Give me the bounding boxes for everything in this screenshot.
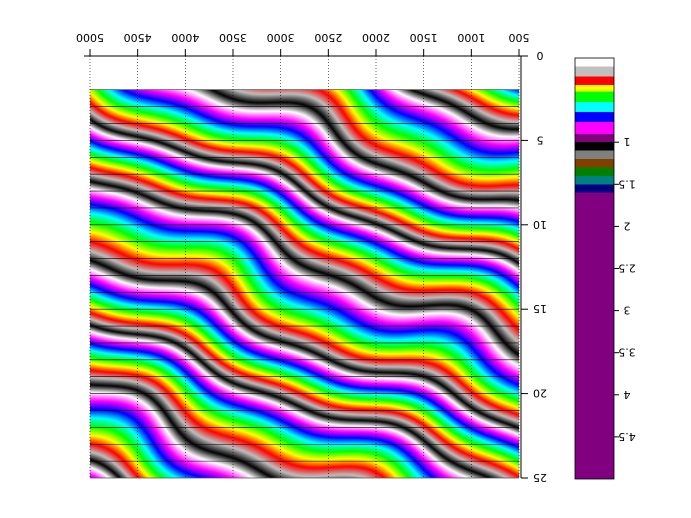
colorbar-segment bbox=[575, 101, 614, 112]
colorbar-tick-label: 3.5 bbox=[618, 346, 636, 359]
x-tick-label: 4500 bbox=[124, 31, 152, 44]
x-tick-label: 1500 bbox=[410, 31, 438, 44]
colorbar-segment bbox=[575, 66, 614, 77]
x-tick-label: 3000 bbox=[267, 31, 295, 44]
y-tick-label: 15 bbox=[533, 302, 547, 315]
grid bbox=[89, 56, 520, 479]
colorbar-segment bbox=[575, 84, 614, 92]
colorbar-segment bbox=[575, 175, 614, 185]
y-tick-label: 10 bbox=[533, 218, 547, 231]
x-tick-label: 5000 bbox=[76, 31, 104, 44]
x-tick-label: 3500 bbox=[219, 31, 247, 44]
colorbar-ticks: 1 1.5 2 2.5 3 3.5 4 4.5 bbox=[614, 135, 636, 443]
colorbar-tick-label: 4.5 bbox=[618, 430, 636, 443]
y-ticks: 0 5 10 15 20 25 bbox=[521, 49, 547, 484]
colorbar-segment bbox=[575, 142, 614, 151]
x-tick-label: 1000 bbox=[457, 31, 485, 44]
axes bbox=[84, 55, 522, 478]
colorbar bbox=[574, 57, 615, 480]
colorbar-segment bbox=[575, 192, 614, 479]
x-tick-label: 2000 bbox=[362, 31, 390, 44]
colorbar-tick-label: 4 bbox=[624, 388, 631, 401]
colorbar-tick-label: 2.5 bbox=[618, 262, 636, 275]
colorbar-segment bbox=[575, 184, 614, 193]
x-tick-label: 500 bbox=[509, 31, 530, 44]
colorbar-segment bbox=[575, 159, 614, 168]
colorbar-segment bbox=[575, 133, 614, 143]
colorbar-tick-label: 1 bbox=[624, 135, 631, 148]
x-ticks: 5000 4500 4000 3500 3000 2500 2000 1500 1000 500 bbox=[76, 31, 530, 56]
colorbar-segment bbox=[575, 121, 614, 134]
colorbar-tick-label: 2 bbox=[624, 219, 631, 232]
y-tick-label: 0 bbox=[537, 49, 544, 62]
y-tick-label: 5 bbox=[537, 133, 544, 146]
colorbar-segment bbox=[575, 111, 614, 122]
colorbar-segment bbox=[575, 58, 614, 67]
heatmap-image bbox=[90, 89, 519, 478]
colorbar-segment bbox=[575, 91, 614, 102]
y-tick-label: 25 bbox=[533, 471, 547, 484]
colorbar-segment bbox=[575, 167, 614, 176]
colorbar-tick-label: 1.5 bbox=[618, 177, 636, 190]
x-tick-label: 2500 bbox=[314, 31, 342, 44]
colorbar-tick-label: 3 bbox=[624, 304, 631, 317]
y-tick-label: 20 bbox=[533, 387, 547, 400]
colorbar-segment bbox=[575, 76, 614, 85]
x-tick-label: 4000 bbox=[171, 31, 199, 44]
colorbar-segment bbox=[575, 150, 614, 160]
heatmap-texture bbox=[90, 89, 519, 478]
